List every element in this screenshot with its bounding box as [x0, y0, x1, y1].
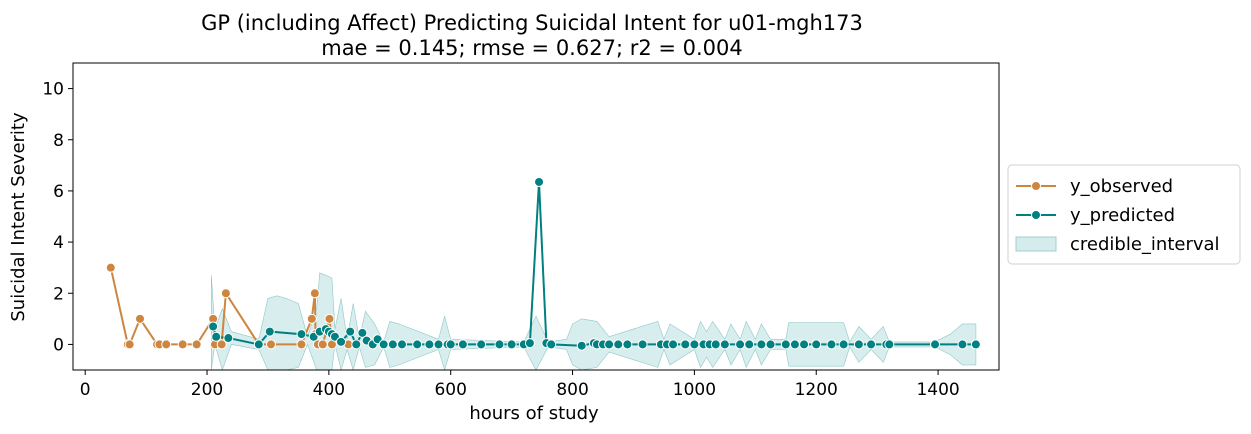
predicted-point [622, 339, 633, 350]
predicted-point [211, 331, 222, 342]
x-axis-label: hours of study [469, 403, 599, 424]
predicted-point [264, 326, 275, 337]
predicted-point [445, 339, 456, 350]
predicted-point [668, 339, 679, 350]
y-tick-label: 4 [53, 233, 64, 253]
x-tick-label: 0 [80, 380, 91, 400]
predicted-point [970, 339, 981, 350]
predicted-point [780, 339, 791, 350]
legend-observed-label: y_observed [1070, 176, 1173, 197]
predicted-point [884, 339, 895, 350]
predicted-point [756, 339, 767, 350]
observed-point [216, 339, 227, 350]
x-tick-label: 200 [191, 380, 223, 400]
predicted-point [719, 339, 730, 350]
predicted-point [378, 339, 389, 350]
predicted-point [253, 339, 264, 350]
legend-predicted-marker [1031, 210, 1041, 220]
x-tick-label: 1200 [795, 380, 838, 400]
x-tick-label: 1400 [916, 380, 959, 400]
y-tick-label: 8 [53, 131, 64, 151]
observed-point [296, 339, 307, 350]
observed-point [317, 339, 328, 350]
predicted-point [789, 339, 800, 350]
predicted-point [613, 339, 624, 350]
predicted-point [387, 339, 398, 350]
predicted-point [476, 339, 487, 350]
chart-subtitle: mae = 0.145; rmse = 0.627; r2 = 0.004 [321, 36, 743, 60]
predicted-point [336, 336, 347, 347]
observed-point [306, 313, 317, 324]
observed-point [265, 339, 276, 350]
predicted-point [457, 339, 468, 350]
predicted-point [296, 329, 307, 340]
plot-area-frame [72, 62, 1000, 371]
legend-frame [1007, 164, 1241, 265]
predicted-point [546, 339, 557, 350]
x-tick-label: 600 [434, 380, 466, 400]
x-tick-label: 1000 [673, 380, 716, 400]
predicted-point [866, 339, 877, 350]
observed-point [220, 288, 231, 299]
predicted-point [208, 321, 219, 332]
observed-point [105, 262, 116, 273]
predicted-point [637, 339, 648, 350]
observed-point [191, 339, 202, 350]
legend-observed-marker [1031, 181, 1041, 191]
predicted-point [494, 339, 505, 350]
predicted-point [838, 339, 849, 350]
observed-point [135, 313, 146, 324]
predicted-point [576, 340, 587, 351]
y-axis: 0 2 4 6 8 10 [42, 80, 73, 355]
y-tick-label: 2 [53, 284, 64, 304]
observed-point [177, 339, 188, 350]
x-tick-label: 400 [313, 380, 345, 400]
predicted-point [351, 339, 362, 350]
x-axis: 0 200 400 600 800 1000 1200 1400 [80, 370, 960, 400]
chart-title: GP (including Affect) Predicting Suicida… [201, 11, 863, 35]
observed-point [161, 339, 172, 350]
predicted-point [799, 339, 810, 350]
legend-predicted-label: y_predicted [1070, 205, 1175, 226]
predicted-point [345, 326, 356, 337]
observed-point [309, 288, 320, 299]
predicted-point [735, 339, 746, 350]
y-axis-label: Suicidal Intent Severity [8, 112, 29, 322]
predicted-point [744, 339, 755, 350]
y-tick-label: 0 [53, 335, 64, 355]
predicted-point [689, 339, 700, 350]
y-tick-label: 6 [53, 182, 64, 202]
predicted-point [957, 339, 968, 350]
predicted-point [826, 339, 837, 350]
predicted-point [396, 339, 407, 350]
predicted-point [223, 333, 234, 344]
legend-interval-swatch [1015, 236, 1057, 252]
observed-point [124, 339, 135, 350]
predicted-point [524, 338, 535, 349]
predicted-point [680, 339, 691, 350]
predicted-point [534, 176, 545, 187]
predicted-point [506, 339, 517, 350]
predicted-point [604, 339, 615, 350]
predicted-point [424, 339, 435, 350]
predicted-point [765, 339, 776, 350]
x-tick-label: 800 [556, 380, 588, 400]
predicted-point [853, 339, 864, 350]
predicted-point [811, 339, 822, 350]
predicted-point [710, 339, 721, 350]
observed-point [324, 313, 335, 324]
legend: y_observed y_predicted credible_interval [1007, 164, 1241, 265]
predicted-point [412, 339, 423, 350]
predicted-point [930, 339, 941, 350]
predicted-point [433, 339, 444, 350]
y-tick-label: 10 [42, 80, 64, 100]
predicted-point [357, 327, 368, 338]
legend-interval-label: credible_interval [1070, 234, 1220, 255]
